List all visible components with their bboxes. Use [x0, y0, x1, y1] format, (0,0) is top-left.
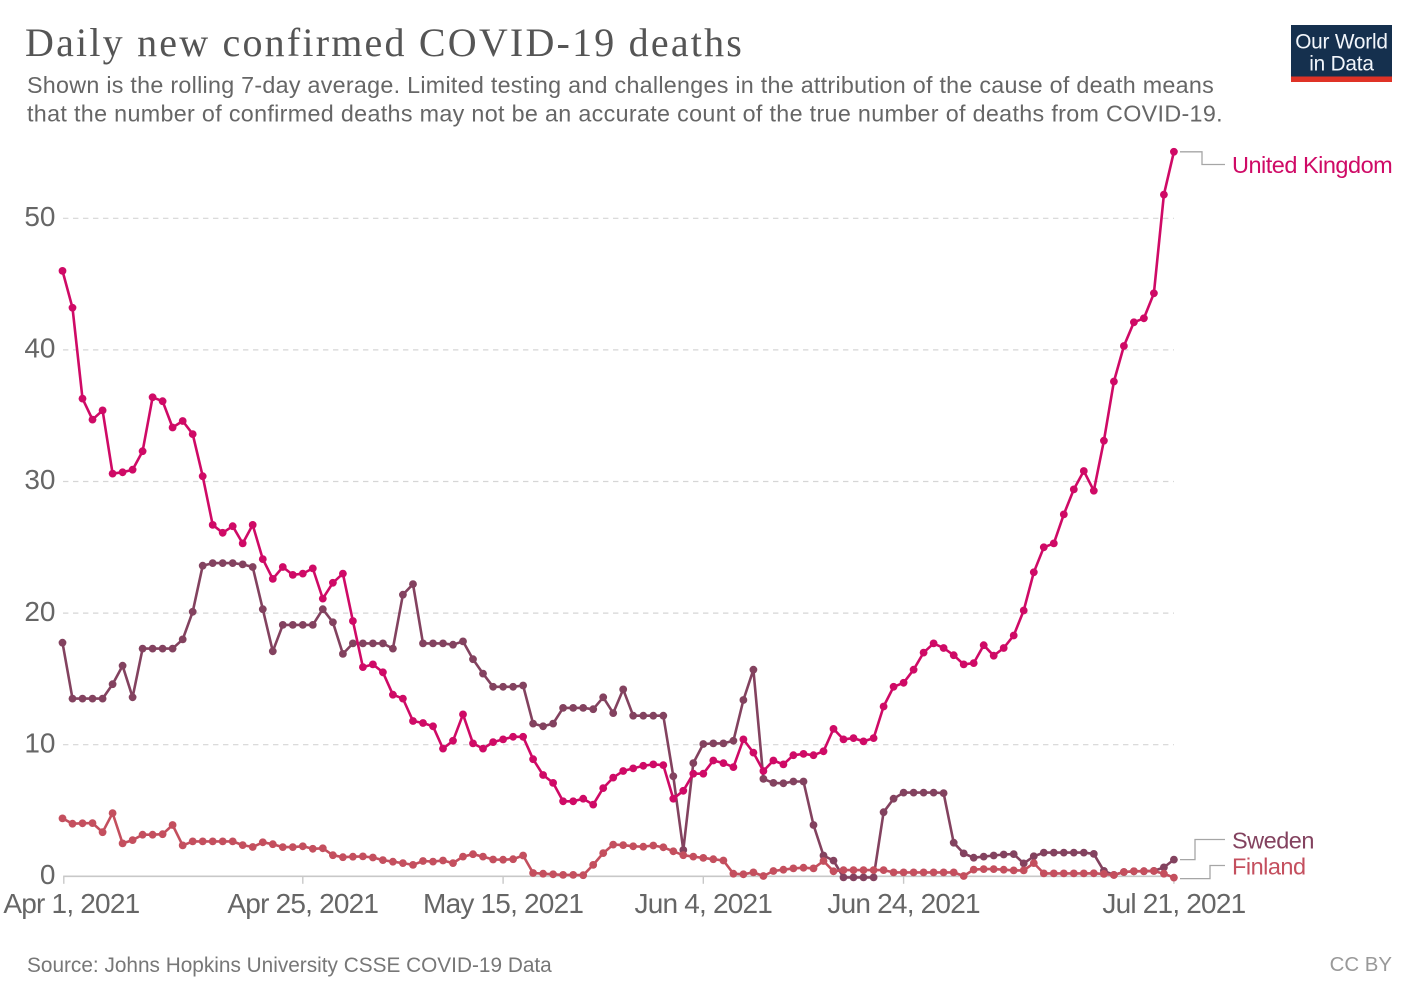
svg-text:that the number of confirmed d: that the number of confirmed deaths may … [27, 101, 1223, 127]
svg-text:20: 20 [24, 596, 55, 627]
svg-text:Apr 1, 2021: Apr 1, 2021 [3, 888, 139, 919]
svg-text:Our World: Our World [1295, 30, 1388, 53]
svg-text:in Data: in Data [1309, 52, 1374, 75]
svg-text:United Kingdom: United Kingdom [1232, 152, 1392, 178]
svg-text:Jul 21, 2021: Jul 21, 2021 [1102, 888, 1245, 919]
svg-text:Sweden: Sweden [1232, 827, 1314, 853]
svg-text:0: 0 [40, 859, 56, 890]
svg-text:Daily new confirmed COVID-19 d: Daily new confirmed COVID-19 deaths [25, 20, 744, 65]
svg-text:Source: Johns Hopkins Universi: Source: Johns Hopkins University CSSE CO… [27, 954, 552, 977]
svg-text:Jun 24, 2021: Jun 24, 2021 [827, 888, 980, 919]
svg-text:CC BY: CC BY [1330, 954, 1393, 976]
svg-text:50: 50 [24, 201, 55, 232]
svg-text:Shown is the rolling 7-day ave: Shown is the rolling 7-day average. Limi… [27, 72, 1214, 98]
svg-text:10: 10 [24, 727, 55, 758]
svg-text:30: 30 [24, 464, 55, 495]
svg-text:Jun 4, 2021: Jun 4, 2021 [635, 888, 773, 919]
svg-text:Apr 25, 2021: Apr 25, 2021 [227, 888, 378, 919]
svg-text:May 15, 2021: May 15, 2021 [423, 888, 583, 919]
svg-text:Finland: Finland [1232, 854, 1306, 880]
svg-text:40: 40 [24, 333, 55, 364]
